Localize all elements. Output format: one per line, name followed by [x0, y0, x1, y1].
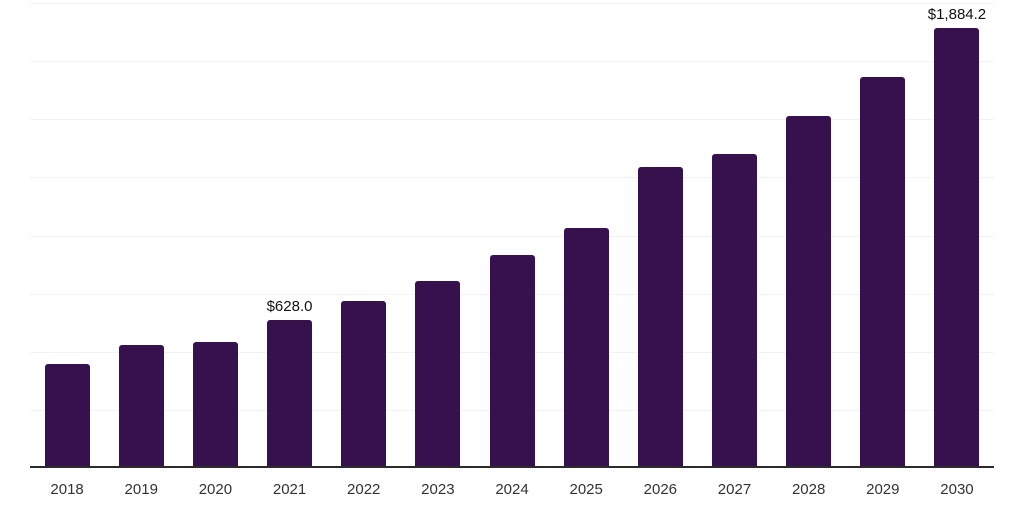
bar-2020 — [192, 341, 238, 466]
x-tick-label-2028: 2028 — [791, 481, 826, 498]
bar-2029 — [860, 76, 906, 466]
bar-value-label: $1,884.2 — [927, 5, 987, 23]
x-tick-label-2026: 2026 — [643, 481, 678, 498]
bar-slot: $628.0 — [252, 0, 326, 466]
bar-slot — [623, 0, 697, 466]
bar-slot — [772, 0, 846, 466]
bar-slot — [846, 0, 920, 466]
x-tick-label-2022: 2022 — [347, 481, 381, 498]
bar-2018 — [44, 363, 90, 466]
bar-slot — [697, 0, 771, 466]
bar-2030 — [934, 27, 980, 466]
bar-2022 — [341, 300, 387, 466]
gridline — [30, 61, 994, 63]
bar-2021 — [267, 320, 313, 466]
bar-slot — [549, 0, 623, 466]
bars-container: $628.0 $1,884.2 — [30, 0, 994, 466]
x-tick-label-2020: 2020 — [198, 481, 233, 498]
x-tick-label-2024: 2024 — [495, 481, 529, 498]
bar-slot — [327, 0, 401, 466]
x-tick-label-2019: 2019 — [124, 481, 158, 498]
x-axis-labels: 2018 2019 2020 2021 2022 2023 2024 2025 2026 2027… — [30, 481, 994, 498]
bar-slot — [178, 0, 252, 466]
bar-2024 — [489, 255, 535, 466]
gridline — [30, 235, 994, 237]
x-tick-label-2025: 2025 — [569, 481, 603, 498]
bar-slot: $1,884.2 — [920, 0, 994, 466]
gridline — [30, 119, 994, 121]
plot-area: $628.0 $1,884.2 — [30, 0, 994, 468]
bar-value-label: $628.0 — [266, 298, 313, 315]
x-tick-label-2030: 2030 — [940, 481, 974, 498]
x-tick-label-2021: 2021 — [272, 481, 307, 498]
gridline — [30, 3, 994, 4]
bar-2023 — [415, 281, 461, 466]
bar-slot — [475, 0, 549, 466]
bar-slot — [104, 0, 178, 466]
x-axis-line — [30, 466, 994, 468]
x-tick-label-2029: 2029 — [866, 481, 900, 498]
x-tick-label-2023: 2023 — [421, 481, 455, 498]
bar-2026 — [637, 167, 683, 466]
bar-slot — [401, 0, 475, 466]
gridline — [30, 177, 994, 179]
bar-2019 — [118, 344, 164, 466]
bar-2027 — [711, 154, 757, 466]
bar-2025 — [563, 227, 609, 466]
x-tick-label-2027: 2027 — [717, 481, 752, 498]
x-tick-label-2018: 2018 — [50, 481, 84, 498]
bar-slot — [30, 0, 104, 466]
bar-2028 — [786, 116, 832, 466]
